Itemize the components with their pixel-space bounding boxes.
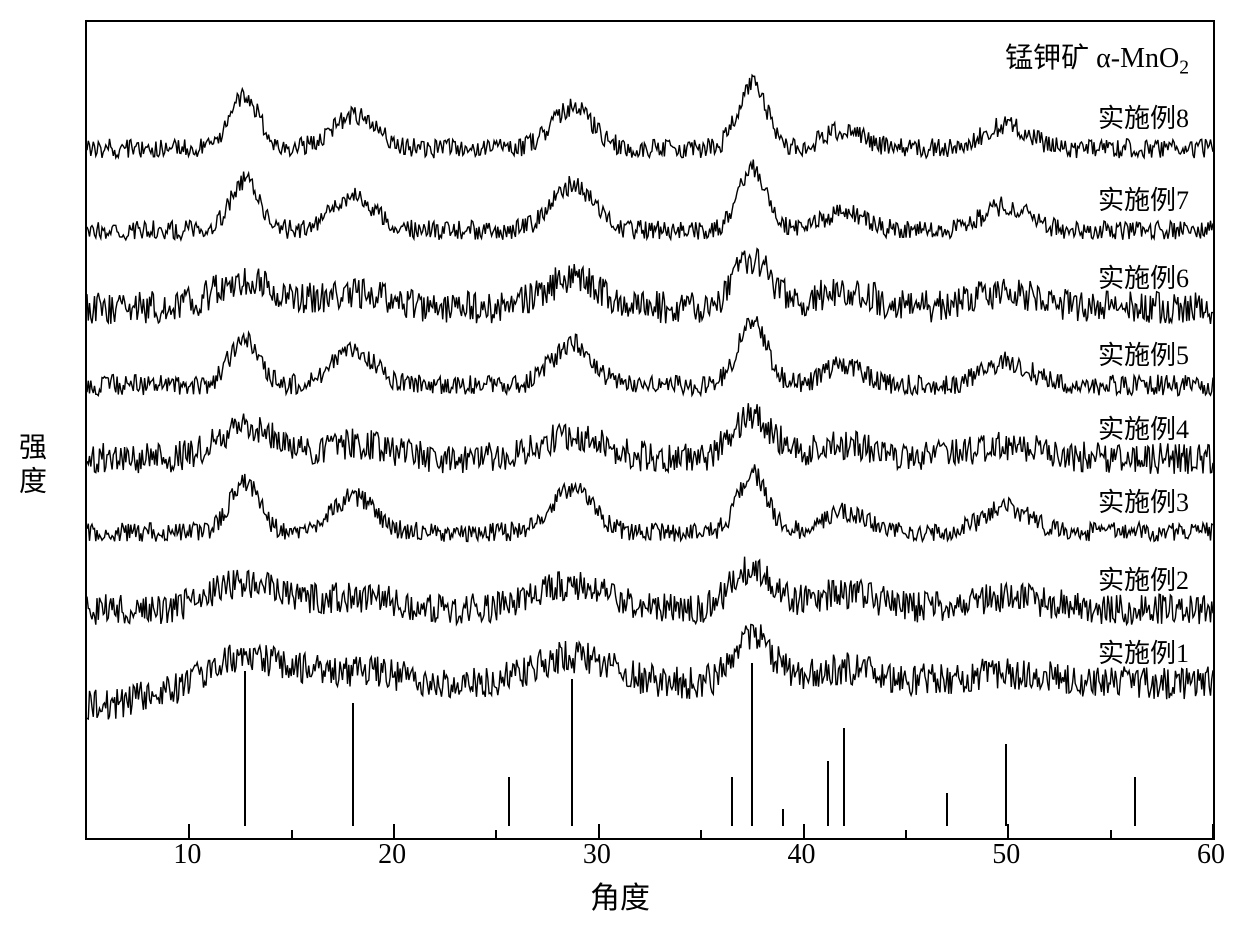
xtick-label: 30 — [583, 839, 611, 871]
xrd-trace — [87, 22, 1213, 838]
reference-peak-line — [946, 793, 948, 826]
xtick-major — [598, 824, 600, 838]
reference-peak-line — [508, 777, 510, 826]
reference-peak-line — [571, 679, 573, 826]
reference-peak-line — [244, 671, 246, 826]
xtick-label: 50 — [992, 839, 1020, 871]
xtick-label: 60 — [1197, 839, 1225, 871]
xtick-minor — [700, 830, 702, 838]
xrd-figure: 强度 角度 锰钾矿 α-MnO2 实施例8实施例7实施例6实施例5实施例4实施例… — [0, 0, 1240, 931]
reference-peak-line — [782, 809, 784, 825]
reference-peak-line — [827, 761, 829, 826]
xtick-major — [1212, 824, 1214, 838]
xtick-minor — [291, 830, 293, 838]
reference-peak-line — [1134, 777, 1136, 826]
xtick-label: 20 — [378, 839, 406, 871]
yaxis-label: 强度 — [10, 432, 50, 500]
xtick-label: 10 — [173, 839, 201, 871]
xtick-minor — [1110, 830, 1112, 838]
reference-peak-line — [751, 663, 753, 826]
xtick-major — [1007, 824, 1009, 838]
xtick-minor — [905, 830, 907, 838]
xaxis-label: 角度 — [590, 873, 650, 917]
series-label: 实施例1 — [1098, 633, 1189, 670]
xtick-major — [803, 824, 805, 838]
xtick-label: 40 — [788, 839, 816, 871]
xtick-minor — [495, 830, 497, 838]
reference-peak-line — [731, 777, 733, 826]
plot-area: 锰钾矿 α-MnO2 实施例8实施例7实施例6实施例5实施例4实施例3实施例2实… — [85, 20, 1215, 840]
xtick-major — [393, 824, 395, 838]
reference-peak-line — [352, 703, 354, 825]
xtick-major — [188, 824, 190, 838]
reference-peak-line — [843, 728, 845, 826]
reference-peak-line — [1005, 744, 1007, 826]
